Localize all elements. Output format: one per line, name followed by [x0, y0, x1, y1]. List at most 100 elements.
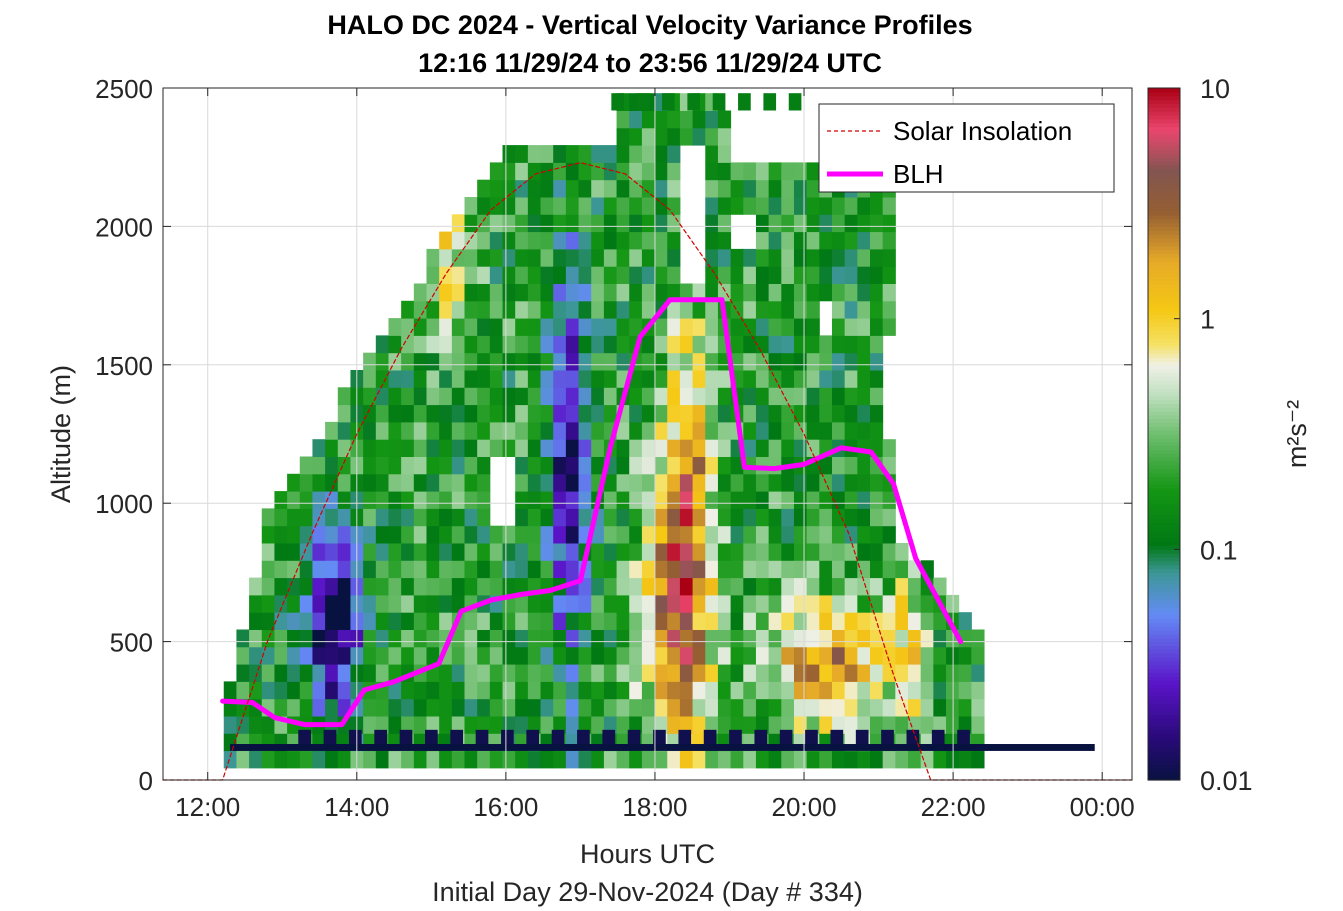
heatmap-cell: [591, 577, 605, 596]
heatmap-cell: [426, 715, 440, 734]
heatmap-cell: [743, 318, 757, 336]
heatmap-cell: [667, 127, 681, 146]
heatmap-cell: [578, 162, 592, 181]
heatmap-cell: [464, 698, 478, 717]
heatmap-cell: [679, 698, 694, 717]
heatmap-cell: [920, 664, 934, 682]
heatmap-cell: [578, 387, 592, 406]
heatmap-cell: [274, 508, 288, 527]
heatmap-cell: [654, 456, 668, 475]
heatmap-cell: [616, 698, 630, 717]
heatmap-cell: [540, 491, 554, 509]
heatmap-cell: [730, 594, 744, 613]
heatmap-cell: [413, 404, 427, 423]
heatmap-cell: [705, 473, 719, 492]
heatmap-cell: [793, 664, 808, 682]
heatmap-cell: [477, 214, 491, 233]
heatmap-cell: [515, 248, 529, 267]
heatmap-cell: [627, 729, 641, 748]
heatmap-cell: [870, 750, 884, 769]
heatmap-cell: [705, 352, 719, 371]
colorbar-segment: [1148, 591, 1180, 597]
heatmap-cell: [375, 629, 389, 648]
heatmap-cell: [578, 664, 592, 682]
heatmap-cell: [667, 300, 681, 319]
heatmap-cell: [679, 439, 694, 457]
heatmap-cell: [857, 646, 871, 665]
heatmap-cell: [667, 594, 681, 613]
heatmap-cell: [249, 612, 263, 630]
heatmap-cell: [844, 577, 858, 596]
heatmap-cell: [515, 750, 529, 769]
heatmap-cell: [616, 594, 630, 613]
heatmap-cell: [679, 491, 694, 509]
heatmap-cell: [578, 300, 592, 319]
heatmap-cell: [388, 542, 402, 561]
heatmap-cell: [844, 387, 858, 406]
heatmap-cell: [654, 231, 668, 250]
heatmap-cell: [540, 335, 554, 354]
heatmap-cell: [489, 266, 504, 284]
heatmap-cell: [819, 560, 833, 579]
heatmap-cell: [388, 439, 402, 457]
heatmap-cell: [527, 439, 542, 457]
heatmap-cell: [870, 318, 884, 336]
caption: Initial Day 29-Nov-2024 (Day # 334): [432, 877, 863, 907]
heatmap-cell: [616, 179, 630, 198]
colorbar-segment: [1148, 510, 1180, 516]
heatmap-cell: [261, 594, 275, 613]
heatmap-cell: [743, 421, 757, 440]
colorbar-segment: [1148, 587, 1180, 593]
heatmap-cell: [806, 542, 820, 561]
heatmap-cell: [755, 387, 770, 406]
heatmap-cell: [793, 266, 808, 284]
heatmap-cell: [401, 473, 415, 492]
heatmap-cell: [857, 629, 871, 648]
heatmap-cell: [565, 352, 580, 371]
heatmap-cell: [540, 473, 554, 492]
heatmap-cell: [375, 525, 389, 544]
heatmap-cell: [793, 577, 808, 596]
heatmap-cell: [654, 162, 668, 181]
colorbar-segment: [1148, 480, 1180, 485]
heatmap-cell: [636, 93, 650, 111]
heatmap-cell: [527, 231, 542, 250]
colorbar-segment: [1148, 676, 1180, 681]
heatmap-cell: [667, 283, 681, 302]
heatmap-cell: [451, 335, 466, 354]
heatmap-cell: [882, 318, 896, 336]
heatmap-cell: [743, 300, 757, 319]
heatmap-cell: [325, 646, 339, 665]
colorbar-segment: [1148, 545, 1180, 550]
colorbar-segment: [1148, 741, 1180, 746]
heatmap-cell: [831, 283, 846, 302]
heatmap-cell: [527, 196, 542, 215]
heatmap-cell: [831, 196, 846, 215]
heatmap-cell: [667, 231, 681, 250]
colorbar-segment: [1148, 291, 1180, 297]
heatmap-cell: [489, 300, 504, 319]
heatmap-cell: [908, 681, 922, 700]
heatmap-cell: [527, 646, 542, 665]
heatmap-cell: [755, 421, 770, 440]
heatmap-cell: [489, 179, 504, 198]
heatmap-cell: [401, 456, 415, 475]
heatmap-cell: [819, 283, 833, 302]
colorbar-segment: [1148, 157, 1180, 162]
heatmap-cell: [616, 473, 630, 492]
heatmap-cell: [667, 577, 681, 596]
colorbar-segment: [1148, 756, 1180, 762]
heatmap-cell: [375, 594, 389, 613]
heatmap-cell: [451, 508, 466, 527]
heatmap-cell: [882, 664, 896, 682]
heatmap-cell: [692, 352, 706, 371]
heatmap-cell: [489, 646, 504, 665]
heatmap-cell: [515, 698, 529, 717]
heatmap-cell: [603, 404, 618, 423]
heatmap-cell: [755, 542, 770, 561]
heatmap-cell: [870, 404, 884, 423]
heatmap-cell: [274, 629, 288, 648]
heatmap-cell: [312, 525, 326, 544]
heatmap-cell: [489, 231, 504, 250]
heatmap-cell: [477, 698, 491, 717]
